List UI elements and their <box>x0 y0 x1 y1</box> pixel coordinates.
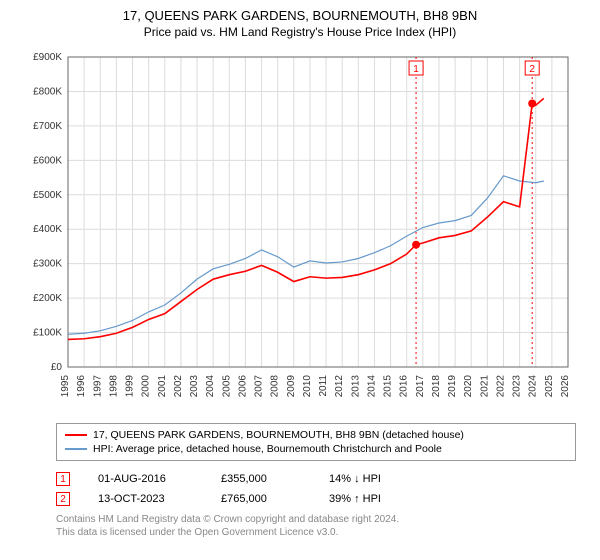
license-text: Contains HM Land Registry data © Crown c… <box>56 513 576 539</box>
svg-text:2010: 2010 <box>302 375 313 398</box>
svg-text:£100K: £100K <box>33 328 62 339</box>
chart-plot: £0 £100K £200K £300K £400K £500K £600K £700K £80… <box>12 47 588 417</box>
svg-text:2022: 2022 <box>495 375 506 398</box>
svg-text:£400K: £400K <box>33 224 62 235</box>
legend-item: 17, QUEENS PARK GARDENS, BOURNEMOUTH, BH… <box>65 428 567 442</box>
marker-price: £355,000 <box>221 473 301 485</box>
svg-text:2015: 2015 <box>383 375 394 398</box>
svg-text:1: 1 <box>413 64 419 75</box>
svg-text:2017: 2017 <box>415 375 426 398</box>
svg-text:2007: 2007 <box>254 375 265 398</box>
svg-text:2024: 2024 <box>528 375 539 398</box>
license-line: This data is licensed under the Open Gov… <box>56 526 576 539</box>
svg-text:2003: 2003 <box>189 375 200 398</box>
svg-text:2002: 2002 <box>173 375 184 398</box>
legend: 17, QUEENS PARK GARDENS, BOURNEMOUTH, BH… <box>56 423 576 461</box>
svg-text:2001: 2001 <box>157 375 168 398</box>
svg-text:2014: 2014 <box>366 375 377 398</box>
svg-text:2023: 2023 <box>512 375 523 398</box>
svg-text:£700K: £700K <box>33 121 62 132</box>
svg-text:2012: 2012 <box>334 375 345 398</box>
svg-text:2006: 2006 <box>237 375 248 398</box>
svg-text:2025: 2025 <box>544 375 555 398</box>
license-line: Contains HM Land Registry data © Crown c… <box>56 513 576 526</box>
legend-swatch <box>65 448 87 450</box>
svg-text:2019: 2019 <box>447 375 458 398</box>
svg-text:2008: 2008 <box>270 375 281 398</box>
svg-text:2026: 2026 <box>560 375 571 398</box>
svg-text:2018: 2018 <box>431 375 442 398</box>
marker-delta: 39% ↑ HPI <box>329 493 419 505</box>
marker-badge: 1 <box>56 472 70 486</box>
marker-row: 1 01-AUG-2016 £355,000 14% ↓ HPI <box>56 469 576 489</box>
svg-text:£600K: £600K <box>33 155 62 166</box>
svg-text:1997: 1997 <box>92 375 103 398</box>
legend-swatch <box>65 434 87 436</box>
marker-row: 2 13-OCT-2023 £765,000 39% ↑ HPI <box>56 489 576 509</box>
chart-title: 17, QUEENS PARK GARDENS, BOURNEMOUTH, BH… <box>12 8 588 23</box>
svg-text:2: 2 <box>529 64 535 75</box>
svg-text:2005: 2005 <box>221 375 232 398</box>
svg-text:2021: 2021 <box>479 375 490 398</box>
marker-price: £765,000 <box>221 493 301 505</box>
svg-text:£800K: £800K <box>33 86 62 97</box>
marker-badge: 2 <box>56 492 70 506</box>
svg-text:£300K: £300K <box>33 259 62 270</box>
svg-text:£900K: £900K <box>33 52 62 63</box>
svg-text:2009: 2009 <box>286 375 297 398</box>
legend-item: HPI: Average price, detached house, Bour… <box>65 442 567 456</box>
marker-table: 1 01-AUG-2016 £355,000 14% ↓ HPI 2 13-OC… <box>56 469 576 509</box>
svg-text:2013: 2013 <box>350 375 361 398</box>
svg-text:2011: 2011 <box>318 375 329 397</box>
svg-text:2000: 2000 <box>141 375 152 398</box>
svg-text:£200K: £200K <box>33 293 62 304</box>
svg-text:1995: 1995 <box>60 375 71 398</box>
svg-text:2004: 2004 <box>205 375 216 398</box>
marker-delta: 14% ↓ HPI <box>329 473 419 485</box>
chart-subtitle: Price paid vs. HM Land Registry's House … <box>12 25 588 39</box>
svg-text:1996: 1996 <box>76 375 87 398</box>
marker-date: 01-AUG-2016 <box>98 473 193 485</box>
svg-text:1998: 1998 <box>108 375 119 398</box>
svg-text:1999: 1999 <box>125 375 136 398</box>
svg-text:£0: £0 <box>51 362 63 373</box>
svg-text:£500K: £500K <box>33 190 62 201</box>
marker-date: 13-OCT-2023 <box>98 493 193 505</box>
svg-text:2020: 2020 <box>463 375 474 398</box>
svg-text:2016: 2016 <box>399 375 410 398</box>
chart-container: 17, QUEENS PARK GARDENS, BOURNEMOUTH, BH… <box>0 0 600 547</box>
legend-label: HPI: Average price, detached house, Bour… <box>93 443 442 455</box>
legend-label: 17, QUEENS PARK GARDENS, BOURNEMOUTH, BH… <box>93 429 464 441</box>
